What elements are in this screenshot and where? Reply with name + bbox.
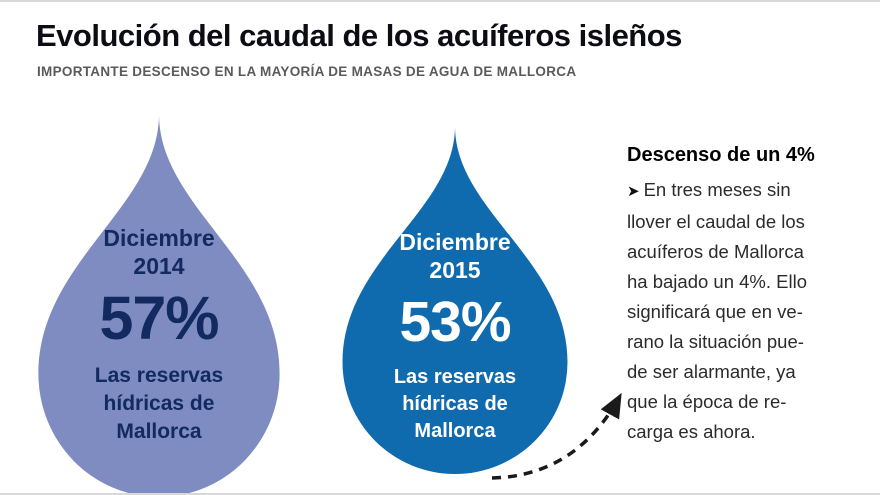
drop-2015-period-label: Diciembre 2015 (399, 229, 511, 283)
page-subtitle: IMPORTANTE DESCENSO EN LA MAYORÍA DE MAS… (37, 64, 577, 79)
drop-shape-2014 (38, 114, 280, 493)
drop-2015-value: 53% (399, 290, 511, 354)
trend-arrow-icon (491, 392, 622, 480)
annotation-body: ➤ En tres meses sin llover el caudal de l… (627, 175, 860, 447)
page-title: Evolución del caudal de los acuíferos is… (36, 18, 682, 53)
trend-arrow-path (491, 392, 622, 480)
drop-2014-period-label: Diciembre 2014 (103, 225, 215, 279)
annotation-heading: Descenso de un 4% (627, 144, 815, 166)
water-drop-2014-icon (38, 114, 280, 493)
drop-shape-2015 (342, 126, 568, 474)
drop-2015-caption: Las reservas hídricas de Mallorca (393, 366, 517, 442)
annotation-panel: Descenso de un 4% ➤ En tres meses sin llo… (627, 144, 860, 447)
annotation-body-text: En tres meses sin llover el caudal de lo… (627, 179, 807, 442)
drop-2014-value: 57% (99, 284, 219, 352)
pointer-icon: ➤ (627, 183, 640, 200)
drop-2014-caption: Las reservas hídricas de Mallorca (94, 364, 224, 443)
water-drop-2015-icon (342, 126, 568, 474)
